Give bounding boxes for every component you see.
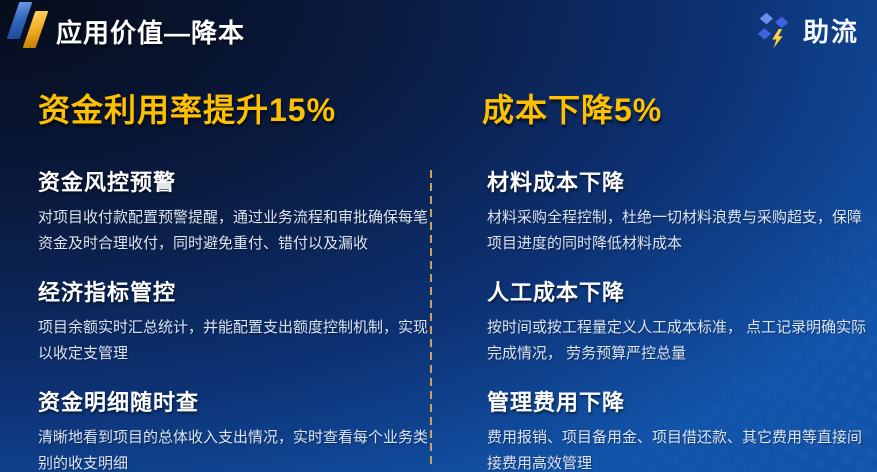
feature-item: 资金风控预警 对项目收付款配置预警提醒，通过业务流程和审批确保每笔资金及时合理收…: [33, 168, 431, 257]
brand-name: 助流: [802, 16, 859, 47]
feature-title: 管理费用下降: [487, 390, 626, 415]
feature-description: 对项目收付款配置预警提醒，通过业务流程和审批确保每笔资金及时合理收付，同时避免重…: [38, 209, 429, 252]
feature-description: 清晰地看到项目的总体收入支出情况，实时查看每个业务类别的收支明细: [38, 429, 429, 472]
feature-item: 资金明细随时查 清晰地看到项目的总体收入支出情况，实时查看每个业务类别的收支明细: [33, 388, 431, 472]
column-cost-reduction: 成本下降5% 材料成本下降 材料采购全程控制，杜绝一切材料浪费与采购超支，保障项…: [482, 92, 868, 472]
feature-description: 材料采购全程控制，杜绝一切材料浪费与采购超支，保障项目进度的同时降低材料成本: [487, 209, 863, 252]
feature-title: 资金风控预警: [38, 170, 177, 195]
feature-item: 材料成本下降 材料采购全程控制，杜绝一切材料浪费与采购超支，保障项目进度的同时降…: [482, 168, 868, 257]
feature-description: 费用报销、项目备用金、项目借还款、其它费用等直接间接费用高效管理: [487, 429, 863, 472]
slash-logo-icon: [6, 0, 49, 52]
brand-logo: 助流: [753, 10, 859, 50]
brand-bolt-icon: [757, 12, 789, 49]
column-heading: 资金利用率提升15%: [38, 92, 337, 128]
feature-item: 经济指标管控 项目余额实时汇总统计，并能配置支出额度控制机制，实现以收定支管理: [33, 278, 431, 367]
page-title: 应用价值—降本: [56, 18, 246, 48]
column-heading: 成本下降5%: [482, 92, 663, 128]
column-capital-utilization: 资金利用率提升15% 资金风控预警 对项目收付款配置预警提醒，通过业务流程和审批…: [33, 92, 431, 472]
feature-title: 经济指标管控: [38, 280, 177, 305]
feature-title: 人工成本下降: [487, 280, 626, 305]
header: 应用价值—降本 助流: [0, 0, 877, 60]
feature-description: 按时间或按工程量定义人工成本标准， 点工记录明确实际完成情况， 劳务预算严控总量: [487, 319, 867, 362]
feature-title: 材料成本下降: [487, 170, 626, 195]
column-divider-dashed: [430, 170, 432, 466]
feature-description: 项目余额实时汇总统计，并能配置支出额度控制机制，实现以收定支管理: [38, 319, 429, 362]
feature-title: 资金明细随时查: [38, 390, 200, 415]
feature-item: 管理费用下降 费用报销、项目备用金、项目借还款、其它费用等直接间接费用高效管理: [482, 388, 868, 472]
feature-item: 人工成本下降 按时间或按工程量定义人工成本标准， 点工记录明确实际完成情况， 劳…: [482, 278, 868, 367]
